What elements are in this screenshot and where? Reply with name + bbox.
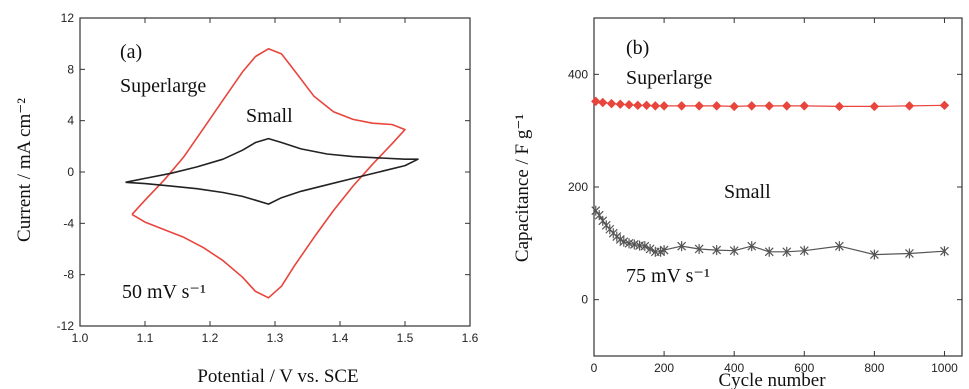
panel-b-series-small-point — [694, 243, 704, 254]
panel-a-xtick-label: 1.3 — [267, 331, 284, 345]
panel-b-series-superlarge-point — [633, 100, 643, 111]
panel-b-series-superlarge-point — [799, 101, 809, 111]
panel-b-series-small-point — [799, 245, 809, 256]
panel-b-series-small-point — [659, 245, 669, 256]
panel-b-xtick-label: 400 — [724, 361, 744, 375]
panel-a-ylabel: Current / mA cm⁻² — [14, 98, 35, 242]
panel-b-ytick-label: 0 — [581, 293, 588, 307]
panel-b-series-superlarge-point — [676, 101, 687, 111]
panel-b-xtick-label: 600 — [794, 361, 814, 375]
panel-b-series-small-point — [594, 210, 604, 221]
panel-b-label: (b) — [626, 37, 649, 59]
panel-b-series-superlarge-point — [641, 100, 652, 111]
panel-a-annotation-scan-rate: 50 mV s⁻¹ — [122, 281, 206, 303]
panel-b-ylabel: Capacitance / F g⁻¹ — [512, 114, 533, 262]
panel-a-ytick-label: 4 — [67, 114, 74, 128]
panel-a-xtick-label: 1.4 — [332, 331, 349, 345]
panel-b-marks: 0 200 400 600 800 1000 0 200 400 — [568, 17, 963, 375]
panel-b-series-small-point — [640, 241, 650, 252]
panel-a-ytick-label: 0 — [67, 165, 74, 179]
panel-b-annotation-superlarge: Superlarge — [626, 67, 712, 89]
panel-a-ytick-label: 8 — [67, 62, 74, 76]
panel-a-series-superlarge-line — [131, 47, 406, 299]
panel-b-ytick-label: 400 — [568, 67, 588, 81]
panel-b-ytick-label: 200 — [568, 180, 588, 194]
panel-a: 1.0 1.1 1.2 1.3 1.4 1.5 1.6 -12 -8 -4 0 4 8 12 (a) Su… — [14, 11, 479, 387]
panel-b-series-small-point — [834, 241, 844, 252]
panel-b-xtick-label: 200 — [654, 361, 674, 375]
panel-b-series-small-point — [747, 241, 757, 252]
panel-b-series-small-point — [629, 239, 639, 250]
panel-b-xlabel: Cycle number — [718, 370, 826, 389]
panel-a-series-small-line — [125, 137, 419, 205]
panel-b-series-small-point — [677, 241, 687, 252]
panel-b-series-small-point — [619, 236, 629, 247]
panel-b-series-small-line — [595, 210, 945, 256]
panel-a-xlabel: Potential / V vs. SCE — [197, 366, 358, 387]
panel-b-series-superlarge-point — [939, 100, 950, 111]
panel-a-annotation-superlarge: Superlarge — [120, 75, 206, 97]
panel-b-series-superlarge-point — [711, 101, 722, 111]
panel-b-series-superlarge-point — [606, 98, 617, 109]
panel-b-series-small-point — [729, 245, 739, 256]
panel-b-series-superlarge-point — [615, 99, 625, 109]
panel-a-xtick-label: 1.6 — [462, 331, 479, 345]
panel-b-xtick-label: 0 — [591, 361, 598, 375]
panel-a-xtick-label: 1.0 — [72, 331, 89, 345]
panel-b-series-superlarge-point — [782, 101, 792, 111]
panel-b-xtick-label: 800 — [864, 361, 884, 375]
panel-b-series-small-point — [905, 248, 914, 259]
panel-b-series-superlarge-point — [598, 97, 608, 108]
panel-b-series-small-point — [598, 215, 608, 226]
panel-a-ytick-label: -12 — [57, 319, 75, 333]
panel-b-series-superlarge-point — [904, 101, 915, 111]
panel-a-ytick-label: -4 — [63, 216, 74, 230]
panel-b-series-small-point — [645, 243, 655, 254]
panel-b-series-superlarge-point — [729, 101, 739, 112]
panel-b-series-superlarge-point — [694, 101, 704, 111]
panel-b-series-superlarge-point — [650, 101, 661, 111]
panel-a-plot-frame — [79, 17, 471, 327]
panel-a-xtick-label: 1.5 — [397, 331, 414, 345]
panel-a-xtick-label: 1.2 — [202, 331, 219, 345]
panel-a-ytick-label: -8 — [63, 268, 74, 282]
panel-b-annotation-small: Small — [724, 181, 771, 203]
panel-b-series-superlarge-point — [624, 100, 634, 110]
panel-b-series-superlarge-point — [834, 101, 845, 112]
panel-b-series-superlarge-point — [591, 96, 601, 107]
panel-b-annotation-scan-rate: 75 mV s⁻¹ — [626, 265, 710, 287]
panel-b-series-superlarge-point — [869, 101, 880, 112]
panel-b-series-small-point — [940, 246, 949, 257]
panel-b-series-small-point — [624, 238, 634, 249]
panel-b-series-small-point — [764, 246, 774, 257]
panel-a-label: (a) — [120, 41, 142, 63]
panel-b-xtick-label: 1000 — [931, 361, 958, 375]
panel-a-annotation-small: Small — [246, 105, 293, 127]
panel-b-series-superlarge-point — [764, 101, 774, 111]
panel-a-ytick-label: 12 — [61, 11, 75, 25]
panel-b-series-superlarge-point — [747, 101, 757, 111]
panel-a-xtick-label: 1.1 — [137, 331, 154, 345]
panel-b-series-small-point — [712, 245, 722, 256]
panel-b-series-small-point — [782, 246, 792, 257]
panel-b-series-small-point — [869, 249, 879, 260]
panel-b-series-superlarge-point — [659, 101, 669, 111]
panel-b-series-small-point — [591, 205, 601, 216]
panel-a-marks: 1.0 1.1 1.2 1.3 1.4 1.5 1.6 -12 -8 -4 0 4 8 12 — [57, 11, 479, 345]
